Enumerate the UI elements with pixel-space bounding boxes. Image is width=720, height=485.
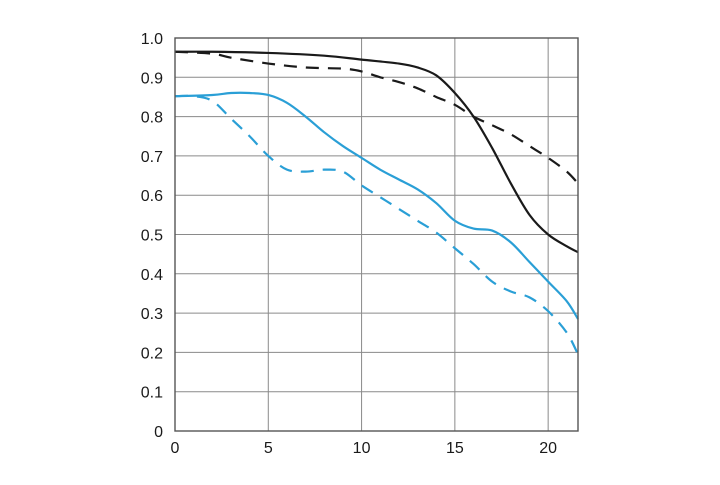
x-tick-label: 0 bbox=[171, 440, 180, 457]
x-tick-label: 15 bbox=[446, 440, 464, 457]
tick-label-layer: 0 0.1 0.2 0.3 0.4 0.5 0.6 0.7 0.8 0.9 1.0 0 5 10 15 20 bbox=[141, 31, 557, 457]
y-tick-label: 0 bbox=[154, 424, 163, 441]
y-tick-label: 0.2 bbox=[141, 345, 163, 362]
x-tick-label: 20 bbox=[539, 440, 557, 457]
y-tick-label: 0.8 bbox=[141, 110, 163, 127]
series-layer bbox=[174, 50, 579, 355]
y-tick-label: 0.5 bbox=[141, 228, 163, 245]
grid-layer bbox=[175, 38, 578, 431]
x-tick-label: 5 bbox=[264, 440, 273, 457]
plot-frame bbox=[174, 37, 579, 432]
y-tick-label: 0.1 bbox=[141, 385, 163, 402]
series-line-black-dashed bbox=[174, 50, 579, 185]
y-tick-label: 0.3 bbox=[141, 306, 163, 323]
y-tick-label: 1.0 bbox=[141, 31, 163, 48]
y-tick-label: 0.7 bbox=[141, 149, 163, 166]
y-tick-label: 0.4 bbox=[141, 267, 163, 284]
series-line-blue-solid bbox=[174, 91, 579, 320]
series-line-blue-dashed bbox=[174, 94, 579, 355]
y-tick-label: 0.9 bbox=[141, 70, 163, 87]
series-line-black-solid bbox=[174, 50, 579, 254]
y-tick-label: 0.6 bbox=[141, 188, 163, 205]
x-tick-label: 10 bbox=[353, 440, 371, 457]
